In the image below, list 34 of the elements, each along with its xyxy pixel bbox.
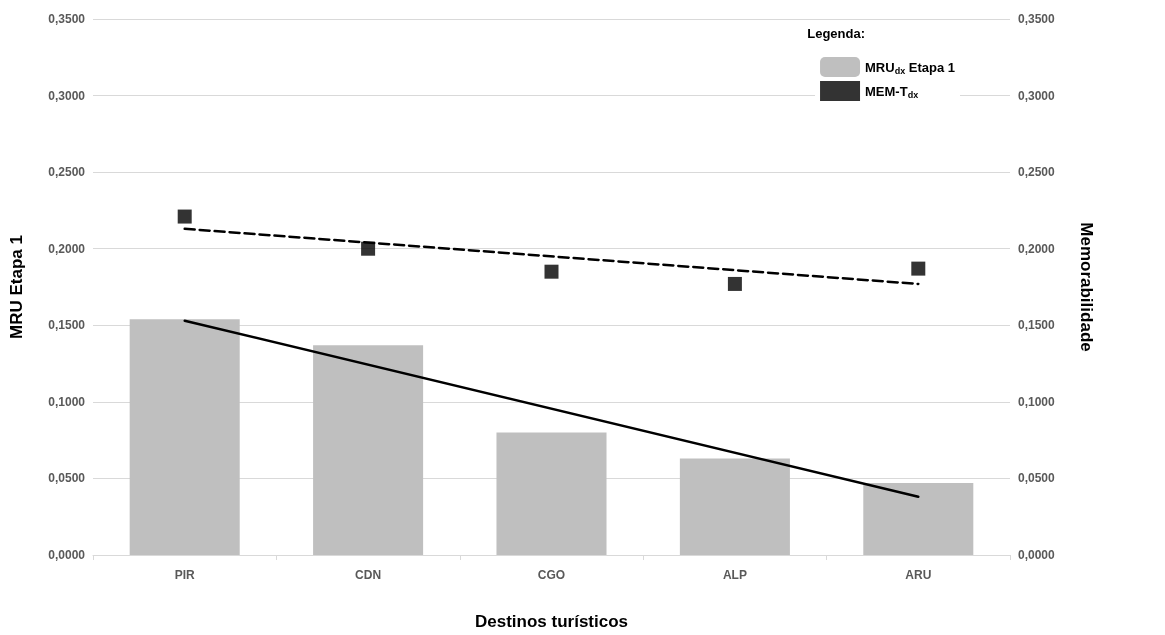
- x-tick-label: ARU: [905, 568, 932, 582]
- y2-tick-label: 0,3500: [1018, 12, 1056, 26]
- y-tick-label: 0,2000: [48, 241, 86, 256]
- point: [727, 276, 742, 291]
- y-tick-label: 0,0500: [48, 471, 86, 486]
- y-tick-label: 0,3000: [48, 88, 86, 103]
- x-tick-label: CDN: [355, 568, 382, 582]
- bar: [129, 319, 240, 555]
- bar: [496, 432, 607, 555]
- y-tick-label: 0,3500: [48, 12, 86, 26]
- point: [544, 264, 559, 279]
- y-tick-label: 0,2500: [48, 165, 86, 180]
- y2-axis-title: Memorabilidade: [1077, 222, 1096, 352]
- legend-title: Legenda:: [807, 26, 866, 41]
- y2-tick-label: 0,0500: [1018, 471, 1056, 486]
- y2-tick-label: 0,0000: [1018, 548, 1056, 562]
- bar: [679, 458, 790, 555]
- y-axis-title: MRU Etapa 1: [7, 235, 26, 339]
- y2-tick-label: 0,2500: [1018, 165, 1056, 180]
- x-tick-label: ALP: [722, 568, 747, 582]
- y2-tick-label: 0,2000: [1018, 241, 1056, 256]
- y-tick-label: 0,0000: [48, 548, 86, 562]
- point: [911, 261, 926, 276]
- y2-tick-label: 0,1500: [1018, 318, 1056, 333]
- bar: [313, 345, 424, 555]
- point: [177, 209, 192, 224]
- bar: [863, 483, 974, 555]
- y2-tick-label: 0,3000: [1018, 88, 1056, 103]
- y2-tick-label: 0,1000: [1018, 394, 1056, 409]
- x-axis-title: Destinos turísticos: [474, 612, 629, 631]
- x-tick-label: PIR: [174, 568, 196, 582]
- y-tick-label: 0,1000: [48, 394, 86, 409]
- x-tick-label: CGO: [537, 568, 566, 582]
- y-tick-label: 0,1500: [48, 318, 86, 333]
